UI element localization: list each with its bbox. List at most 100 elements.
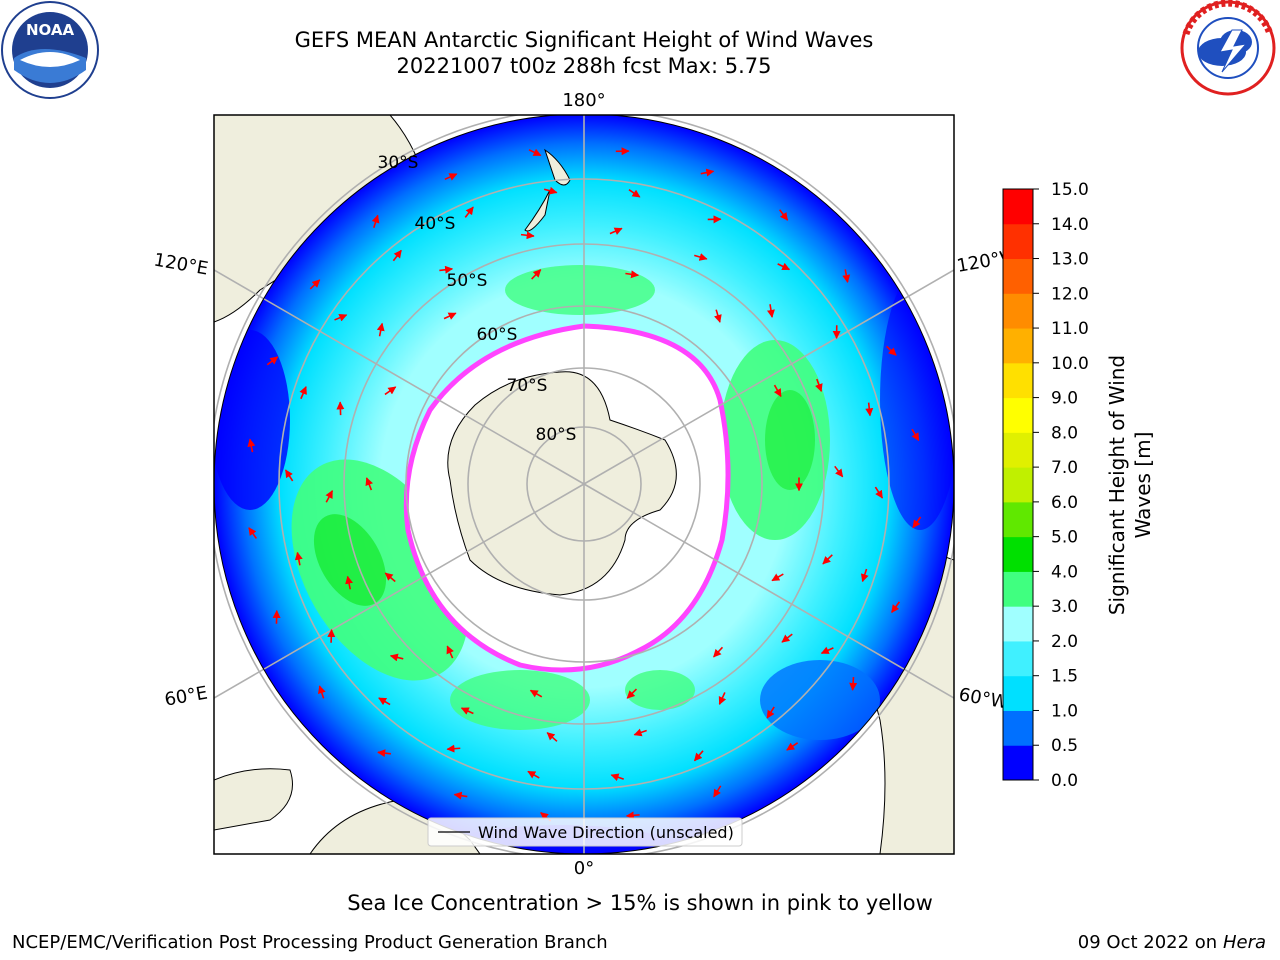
- red-arrow-icon: [327, 628, 336, 643]
- colorbar-tick-label: 12.0: [1051, 284, 1089, 304]
- red-arrow-icon: [443, 312, 457, 320]
- colorbar-tick-label: 7.0: [1051, 458, 1078, 478]
- lat-label-50s: 50°S: [447, 271, 488, 291]
- red-arrow-icon: [815, 378, 823, 392]
- red-arrow-icon: [325, 490, 334, 503]
- colorbar-swatch: [1003, 710, 1033, 746]
- colorbar-tick-label: 14.0: [1051, 215, 1089, 235]
- red-arrow-icon: [284, 469, 294, 482]
- red-arrow-icon: [543, 186, 558, 195]
- lon-label-60w: 60°W: [957, 684, 1010, 713]
- red-arrow-icon: [778, 209, 789, 221]
- red-arrow-icon: [299, 386, 307, 400]
- colorbar-swatch: [1003, 223, 1033, 260]
- lon-label-0: 0°: [574, 858, 594, 879]
- nws-logo: [1180, 0, 1276, 96]
- red-arrow-icon: [529, 689, 543, 698]
- graticule: [214, 115, 954, 854]
- red-arrow-icon: [842, 269, 851, 283]
- red-arrow-icon: [377, 749, 391, 758]
- red-arrow-icon: [345, 575, 354, 590]
- red-arrow-icon: [247, 438, 256, 453]
- red-arrow-icon: [820, 646, 834, 654]
- red-arrow-icon: [609, 227, 623, 235]
- lat-label-30s: 30°S: [378, 153, 419, 173]
- red-arrow-icon: [767, 304, 775, 318]
- colorbar-tick-label: 10.0: [1051, 354, 1089, 374]
- map-panel: [214, 115, 954, 854]
- red-arrow-icon: [700, 168, 715, 177]
- colorbar-tick-label: 1.5: [1051, 667, 1078, 687]
- red-arrow-icon: [546, 732, 558, 742]
- red-arrow-icon: [439, 265, 454, 274]
- red-arrow-icon: [392, 249, 402, 262]
- red-arrow-icon: [849, 677, 858, 691]
- colorbar-swatch: [1003, 293, 1033, 329]
- colorbar-tick-label: 0.5: [1051, 736, 1078, 756]
- red-arrow-icon: [520, 231, 535, 240]
- red-arrow-icon: [713, 785, 722, 798]
- red-arrow-icon: [822, 554, 833, 565]
- red-arrow-icon: [625, 270, 640, 279]
- red-arrow-icon: [718, 692, 727, 705]
- red-arrow-icon: [309, 279, 321, 290]
- colorbar-swatch: [1003, 745, 1033, 781]
- lat-label-70s: 70°S: [507, 376, 548, 396]
- colorbar-swatch: [1003, 362, 1033, 399]
- footer-credit: NCEP/EMC/Verification Post Processing Pr…: [12, 932, 608, 953]
- chart-subtitle: 20221007 t00z 288h fcst Max: 5.75: [396, 54, 772, 78]
- red-arrow-icon: [531, 269, 542, 280]
- red-arrow-icon: [874, 486, 884, 499]
- colorbar-swatch: [1003, 467, 1033, 503]
- red-arrow-icon: [766, 706, 775, 719]
- red-arrow-icon: [773, 384, 782, 398]
- red-arrow-icon: [528, 148, 542, 157]
- red-arrow-icon: [446, 645, 454, 659]
- colorbar-tick-label: 1.0: [1051, 701, 1078, 721]
- red-arrow-icon: [781, 633, 793, 643]
- red-arrow-icon: [389, 653, 404, 662]
- colorbar-tick-label: 9.0: [1051, 389, 1078, 409]
- colorbar-label: Significant Height of Wind Waves [m]: [1105, 354, 1155, 616]
- red-arrow-icon: [334, 314, 348, 322]
- red-arrow-icon: [294, 551, 303, 566]
- red-arrow-icon: [912, 516, 922, 529]
- legend-label: Wind Wave Direction (unscaled): [478, 823, 734, 842]
- colorbar: 0.0 0.5 1.0 1.5 2.0 3.0 4.0 5.0 6.0 7.0 8.0 9.0 10.0…: [1002, 180, 1089, 791]
- red-arrow-icon: [777, 262, 791, 271]
- colorbar-swatch: [1003, 258, 1033, 294]
- red-arrow-icon: [248, 527, 258, 539]
- red-arrow-icon: [786, 742, 799, 751]
- colorbar-tick-label: 6.0: [1051, 493, 1078, 513]
- colorbar-tick-label: 11.0: [1051, 319, 1089, 339]
- colorbar-swatch: [1003, 397, 1033, 433]
- noaa-logo: NOAA: [1, 1, 99, 99]
- red-arrow-icon: [713, 646, 724, 658]
- red-arrow-icon: [860, 568, 869, 583]
- red-arrow-icon: [371, 214, 380, 229]
- red-arrow-icon: [714, 309, 722, 323]
- footer-host: Hera: [1222, 932, 1266, 953]
- colorbar-swatch: [1003, 432, 1033, 468]
- red-arrow-icon: [891, 601, 901, 614]
- red-arrow-icon: [628, 189, 641, 198]
- antarctica-landmass: [447, 371, 677, 596]
- lat-label-60s: 60°S: [477, 325, 518, 345]
- colorbar-swatch: [1003, 606, 1033, 642]
- footer-date: 09 Oct 2022 on Hera: [1078, 932, 1266, 953]
- red-arrow-icon: [911, 428, 920, 442]
- colorbar-tick-label: 8.0: [1051, 423, 1078, 443]
- noaa-logo-text: NOAA: [26, 21, 75, 39]
- red-arrow-icon: [834, 465, 844, 478]
- colorbar-swatch: [1003, 675, 1033, 711]
- red-arrow-icon: [464, 206, 474, 218]
- wave-direction-arrows: [247, 147, 922, 822]
- latitude-labels: 30°S 40°S 50°S 60°S 70°S 80°S: [378, 153, 577, 445]
- red-arrow-icon: [453, 791, 468, 800]
- colorbar-tick-label: 2.0: [1051, 632, 1078, 652]
- red-arrow-icon: [527, 770, 540, 779]
- sea-ice-caption: Sea Ice Concentration > 15% is shown in …: [347, 891, 933, 915]
- red-arrow-icon: [460, 707, 474, 715]
- red-arrow-icon: [378, 697, 391, 706]
